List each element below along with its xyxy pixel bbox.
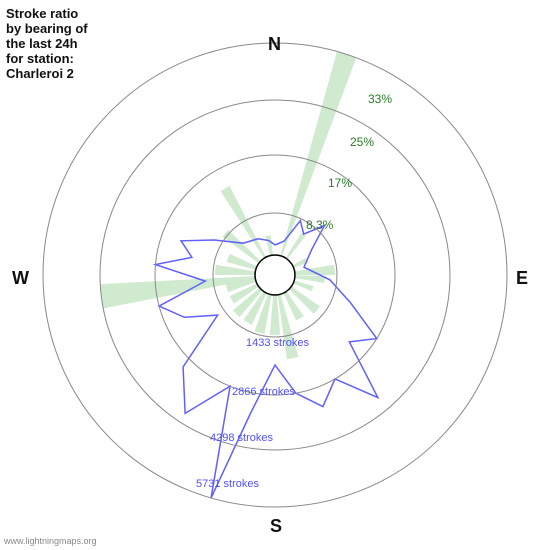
polar-chart: [0, 0, 550, 550]
percent-label: 17%: [328, 176, 352, 190]
chart-title: Stroke ratio by bearing of the last 24h …: [6, 6, 88, 81]
compass-s: S: [270, 516, 282, 537]
stroke-label: 2866 strokes: [232, 386, 295, 398]
attribution-text: www.lightningmaps.org: [4, 536, 97, 546]
percent-label: 8.3%: [306, 218, 333, 232]
compass-e: E: [516, 268, 528, 289]
compass-w: W: [12, 268, 29, 289]
percent-label: 33%: [368, 92, 392, 106]
stroke-label: 4298 strokes: [210, 432, 273, 444]
stroke-label: 5731 strokes: [196, 478, 259, 490]
percent-label: 25%: [350, 135, 374, 149]
stroke-label: 1433 strokes: [246, 337, 309, 349]
compass-n: N: [268, 34, 281, 55]
